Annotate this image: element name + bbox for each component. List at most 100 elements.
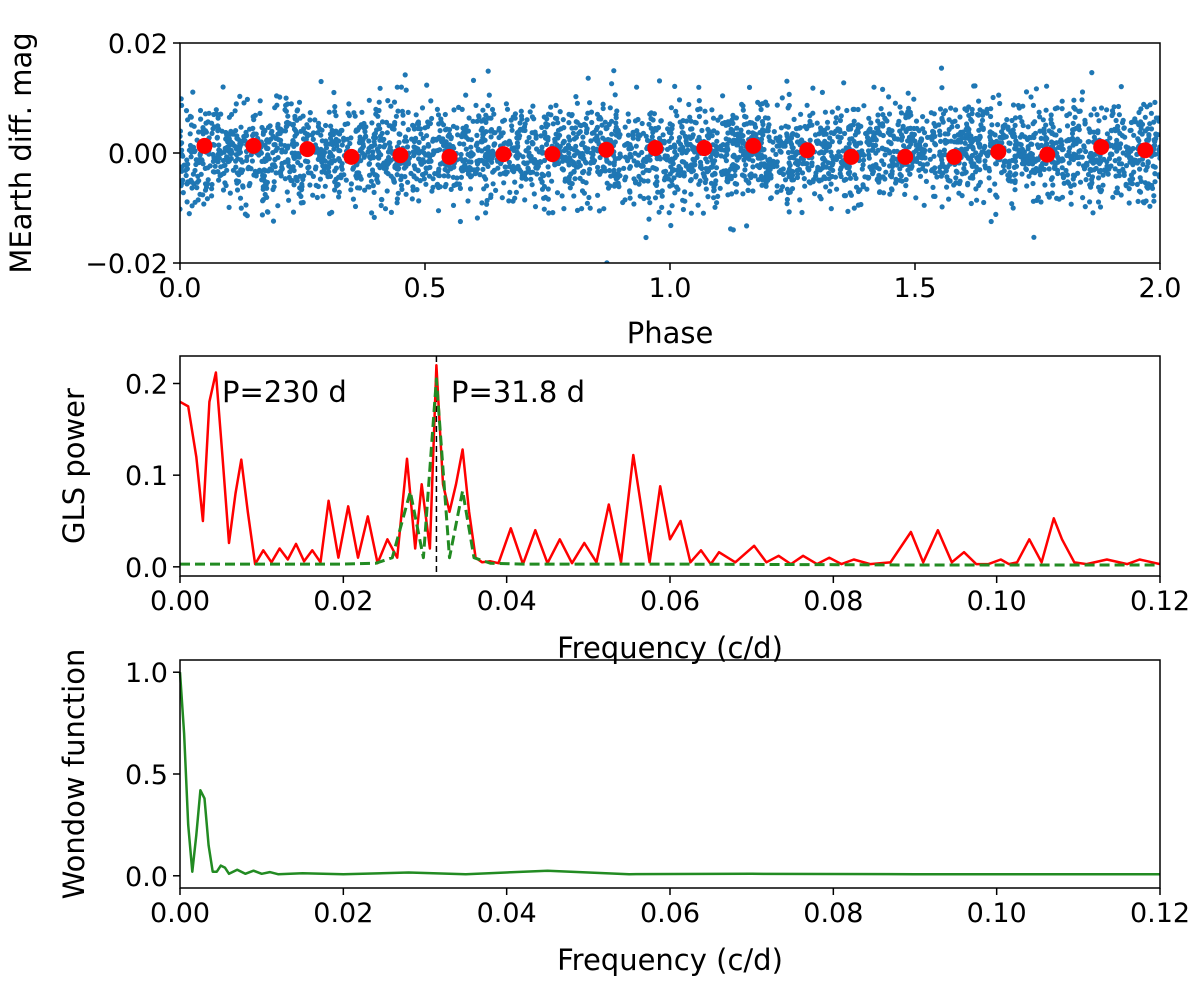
raw-point: [615, 127, 621, 133]
raw-point: [428, 98, 434, 104]
raw-point: [524, 117, 530, 123]
raw-point: [1012, 158, 1019, 164]
raw-point: [331, 89, 337, 96]
raw-point: [490, 152, 497, 159]
raw-point: [343, 177, 349, 183]
raw-point: [604, 180, 610, 186]
raw-point: [672, 83, 678, 89]
raw-point: [587, 205, 593, 211]
raw-point: [866, 129, 872, 135]
raw-point: [565, 175, 571, 182]
raw-point: [711, 195, 717, 201]
raw-point: [474, 140, 480, 146]
raw-point: [749, 120, 755, 126]
raw-point: [627, 165, 633, 171]
raw-point: [393, 113, 399, 119]
raw-point: [1059, 165, 1065, 171]
raw-point: [666, 210, 672, 216]
raw-point: [828, 181, 834, 187]
raw-point: [627, 189, 633, 195]
raw-point: [843, 193, 849, 199]
p2-series-0-line: [178, 672, 1160, 876]
raw-point: [584, 127, 590, 133]
raw-point: [1024, 183, 1030, 189]
raw-point: [234, 133, 240, 139]
raw-point: [528, 176, 534, 182]
raw-point: [675, 186, 681, 192]
raw-point: [795, 133, 801, 139]
raw-point: [512, 179, 518, 185]
raw-point: [1111, 104, 1117, 110]
raw-point: [428, 158, 434, 164]
raw-point: [436, 166, 442, 172]
raw-point: [973, 169, 979, 175]
raw-point: [222, 180, 228, 186]
raw-point: [209, 193, 215, 199]
raw-point: [963, 169, 969, 175]
raw-point: [702, 179, 708, 186]
raw-point: [645, 178, 651, 184]
raw-point: [1116, 168, 1122, 174]
raw-point: [954, 123, 961, 129]
p1-plot-area: [179, 356, 1161, 576]
raw-point: [420, 159, 426, 165]
raw-point: [612, 139, 618, 145]
raw-point: [745, 187, 751, 193]
raw-point: [938, 154, 944, 160]
raw-point: [653, 182, 660, 188]
raw-point: [597, 171, 603, 177]
raw-point: [966, 143, 972, 149]
raw-point: [529, 182, 535, 188]
raw-point: [676, 97, 683, 103]
binned-point: [990, 143, 1007, 160]
raw-point: [279, 160, 285, 167]
raw-point: [1011, 164, 1018, 170]
raw-point: [859, 166, 865, 172]
raw-point: [730, 153, 736, 159]
raw-point: [982, 158, 988, 164]
raw-point: [810, 110, 816, 116]
raw-point: [192, 199, 198, 205]
raw-point: [665, 126, 671, 132]
raw-point: [758, 136, 765, 142]
raw-point: [524, 139, 530, 145]
raw-point: [826, 176, 832, 182]
raw-point: [780, 143, 786, 149]
raw-point: [828, 149, 834, 155]
raw-point: [215, 123, 221, 129]
raw-point: [862, 174, 868, 180]
raw-point: [348, 181, 354, 187]
p1-xtick-label: 0.12: [1130, 586, 1190, 617]
raw-point: [1134, 181, 1140, 187]
raw-point: [1115, 127, 1121, 133]
raw-point: [484, 183, 490, 189]
raw-point: [832, 174, 839, 180]
raw-point: [571, 193, 577, 199]
raw-point: [326, 169, 332, 175]
raw-point: [348, 187, 354, 193]
raw-point: [696, 98, 702, 104]
raw-point: [877, 189, 883, 195]
raw-point: [672, 144, 678, 150]
raw-point: [676, 163, 682, 170]
raw-point: [632, 150, 638, 156]
raw-point: [484, 197, 490, 204]
raw-point: [362, 152, 368, 158]
raw-point: [820, 156, 826, 162]
raw-point: [346, 101, 352, 107]
raw-point: [987, 187, 993, 193]
raw-point: [649, 134, 655, 140]
raw-point: [1009, 201, 1015, 207]
p1-xtick-label: 0.02: [313, 586, 373, 617]
raw-point: [366, 172, 373, 178]
raw-point: [1050, 182, 1056, 188]
raw-point: [903, 115, 909, 121]
raw-point: [264, 138, 270, 144]
raw-point: [278, 168, 284, 174]
raw-point: [657, 156, 663, 162]
raw-point: [379, 119, 386, 125]
raw-point: [865, 148, 872, 154]
raw-point: [740, 191, 746, 197]
raw-point: [319, 147, 325, 154]
raw-point: [545, 171, 552, 177]
